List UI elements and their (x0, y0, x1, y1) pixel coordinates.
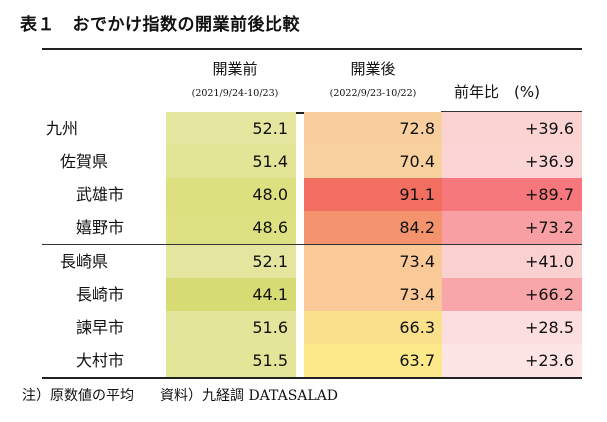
before-value: 48.6 (166, 211, 296, 244)
yoy-value: +41.0 (442, 245, 582, 278)
table-row: 武雄市 48.0 91.1 +89.7 (42, 178, 582, 211)
note-text: 注）原数値の平均 (22, 388, 134, 404)
after-value: 73.4 (304, 278, 442, 311)
region-label: 佐賀県 (42, 145, 166, 178)
bottom-rule (42, 377, 582, 379)
source-text: 資料）九経調 DATASALAD (160, 388, 339, 404)
yoy-value: +89.7 (442, 178, 582, 211)
table-row: 佐賀県 51.4 70.4 +36.9 (42, 145, 582, 178)
table-row: 大村市 51.5 63.7 +23.6 (42, 344, 582, 377)
region-label: 武雄市 (42, 178, 166, 211)
after-value: 72.8 (304, 112, 442, 145)
yoy-label: 前年比 (%) (454, 83, 540, 101)
yoy-value: +66.2 (442, 278, 582, 311)
table-row: 長崎市 44.1 73.4 +66.2 (42, 278, 582, 311)
before-value: 51.6 (166, 311, 296, 344)
after-value: 66.3 (304, 311, 442, 344)
yoy-header-rule (441, 111, 582, 112)
before-period: (2021/9/24-10/23) (191, 88, 279, 99)
top-rule (42, 48, 582, 50)
region-label: 大村市 (42, 344, 166, 377)
footnote: 注）原数値の平均 資料）九経調 DATASALAD (22, 385, 338, 405)
yoy-header: 前年比 (%) (442, 48, 582, 112)
table-row: 九州 52.1 72.8 +39.6 (42, 112, 582, 145)
table-body: 九州 52.1 72.8 +39.6 佐賀県 51.4 70.4 +36.9 武雄市 48.0 91… (42, 112, 582, 379)
before-label: 開業前 (212, 60, 258, 78)
region-label: 諫早市 (42, 311, 166, 344)
after-value: 91.1 (304, 178, 442, 211)
after-period: (2022/9/23-10/22) (329, 88, 417, 99)
yoy-value: +36.9 (442, 145, 582, 178)
table-title: 表１ おでかけ指数の開業前後比較 (20, 15, 300, 35)
yoy-value: +39.6 (442, 112, 582, 145)
region-label: 九州 (42, 112, 166, 145)
region-label: 嬉野市 (42, 211, 166, 244)
table-row: 嬉野市 48.6 84.2 +73.2 (42, 211, 582, 244)
yoy-value: +73.2 (442, 211, 582, 244)
table-header: 開業前 (2021/9/24-10/23) 開業後 (2022/9/23-10/… (42, 48, 582, 112)
after-label: 開業後 (350, 60, 396, 78)
yoy-value: +23.6 (442, 344, 582, 377)
before-value: 52.1 (166, 245, 296, 278)
group-separator (42, 244, 582, 245)
before-value: 44.1 (166, 278, 296, 311)
before-header: 開業前 (2021/9/24-10/23) (166, 48, 304, 112)
after-header: 開業後 (2022/9/23-10/22) (304, 48, 442, 112)
before-value: 52.1 (166, 112, 296, 145)
before-value: 51.4 (166, 145, 296, 178)
before-value: 48.0 (166, 178, 296, 211)
region-label: 長崎市 (42, 278, 166, 311)
after-value: 70.4 (304, 145, 442, 178)
after-value: 73.4 (304, 245, 442, 278)
table-row: 長崎県 52.1 73.4 +41.0 (42, 245, 582, 278)
table-row: 諫早市 51.6 66.3 +28.5 (42, 311, 582, 344)
comparison-table: 開業前 (2021/9/24-10/23) 開業後 (2022/9/23-10/… (42, 48, 582, 379)
before-value: 51.5 (166, 344, 296, 377)
after-value: 84.2 (304, 211, 442, 244)
after-value: 63.7 (304, 344, 442, 377)
yoy-value: +28.5 (442, 311, 582, 344)
region-label: 長崎県 (42, 245, 166, 278)
